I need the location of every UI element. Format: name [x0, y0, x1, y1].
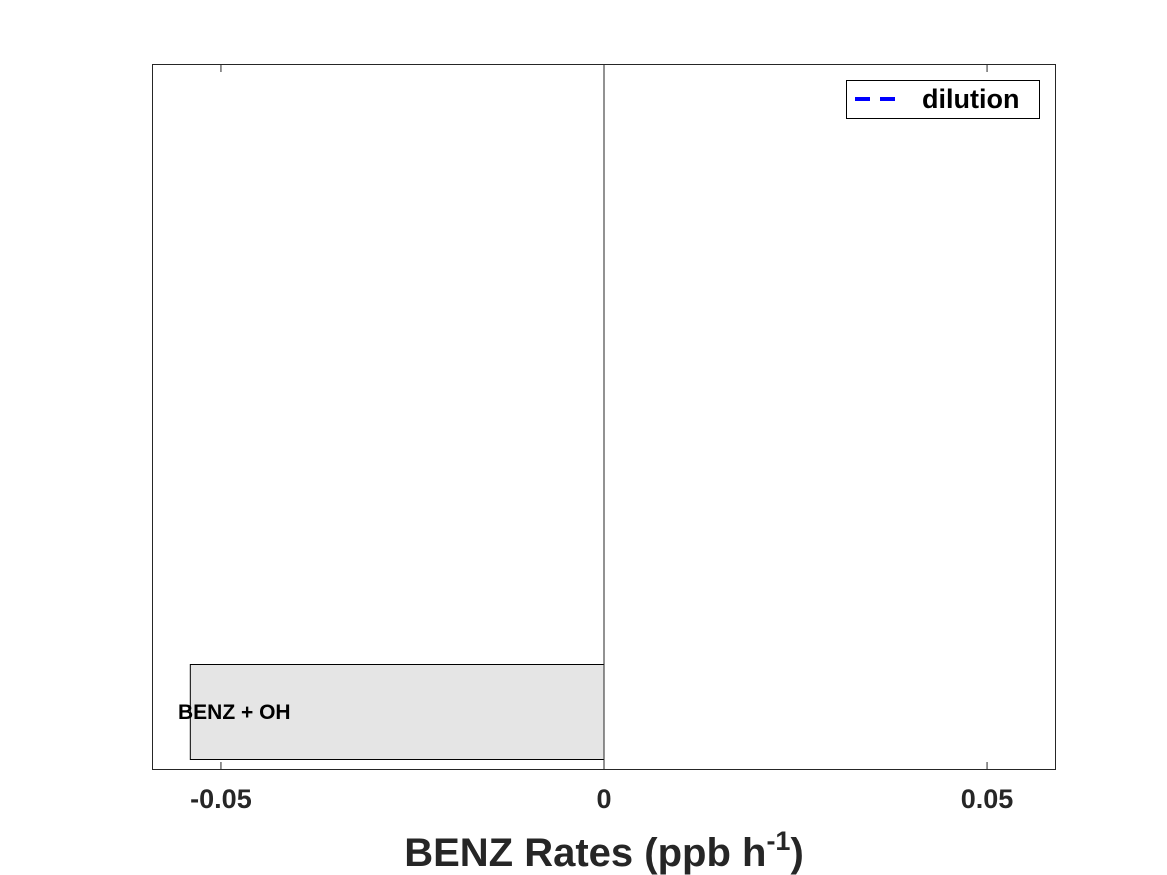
x-tick-label: 0 — [596, 784, 611, 814]
bars: BENZ + OH — [178, 664, 605, 760]
x-tick-label: 0.05 — [961, 784, 1014, 814]
x-axis-label-close: ) — [790, 831, 803, 875]
legend-box — [846, 80, 1040, 119]
x-axis-label-superscript: -1 — [766, 826, 790, 856]
x-axis-label-main: BENZ Rates (ppb h — [404, 831, 766, 875]
legend: dilution — [846, 80, 1040, 119]
legend-dilution-label: dilution — [922, 84, 1019, 114]
bar — [189, 664, 605, 760]
x-ticks: -0.05 0 0.05 — [190, 64, 1013, 814]
x-axis-label: BENZ Rates (ppb h-1) — [404, 826, 804, 875]
x-tick-label: -0.05 — [190, 784, 252, 814]
bar-label: BENZ + OH — [178, 701, 291, 724]
